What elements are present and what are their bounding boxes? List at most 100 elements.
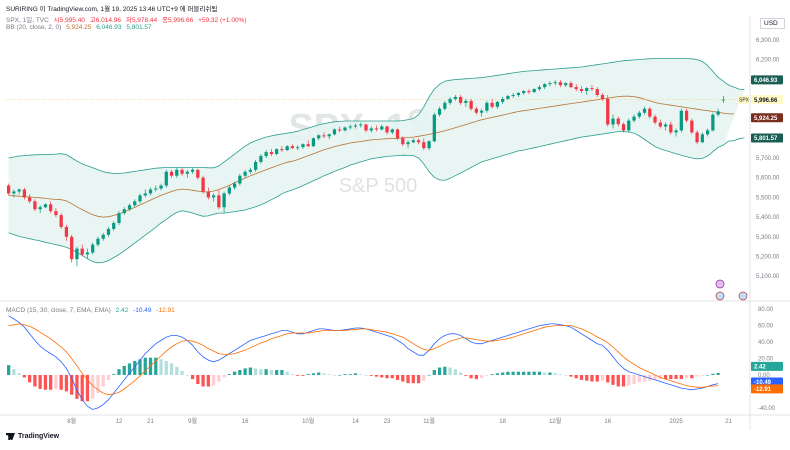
macd-histogram-bar	[374, 374, 379, 377]
candle-body	[469, 100, 473, 109]
macd-axis-tick: 60.00	[758, 324, 774, 330]
macd-histogram-bar	[679, 374, 683, 380]
candle-body	[553, 82, 557, 84]
candle-body	[511, 94, 515, 96]
tradingview-logo-icon	[6, 433, 15, 440]
candle-body	[64, 226, 69, 237]
candle-body	[401, 138, 405, 145]
candle-body	[485, 102, 489, 111]
bb-band-fill	[8, 58, 745, 263]
candle-body	[143, 193, 147, 196]
symbol-header: SPX, 1일, TVC 시5,995.40 고6,014.96 저5,978.…	[6, 14, 250, 24]
candle-body	[590, 88, 594, 90]
macd-histogram-bar	[527, 371, 531, 375]
macd-histogram-bar	[33, 374, 37, 387]
macd-histogram-bar	[206, 374, 210, 387]
candle-body	[33, 201, 37, 210]
candle-body	[642, 108, 647, 113]
candle-body	[443, 102, 447, 109]
bb-lower-value: 5,801.57	[126, 24, 152, 31]
macd-histogram-bar	[611, 374, 615, 385]
macd-histogram-bar	[485, 374, 489, 376]
macd-histogram-bar	[479, 374, 484, 379]
candle-body	[653, 116, 657, 123]
change-value: +59.32 (+1.00%)	[198, 17, 247, 24]
macd-histogram-bar	[49, 374, 53, 390]
macd-histogram-bar	[301, 374, 305, 376]
candle-body	[632, 116, 636, 121]
macd-histogram-bar	[96, 374, 100, 394]
macd-label[interactable]: MACD (15, 30, close, 7, EMA, EMA)	[6, 307, 111, 314]
candle-body	[416, 140, 421, 143]
spx-tag-bg	[738, 95, 750, 104]
candle-body	[690, 120, 694, 133]
candle-body	[280, 149, 284, 151]
macd-histogram-bar	[159, 359, 163, 375]
symbol-text[interactable]: SPX, 1일, TVC	[6, 17, 49, 24]
author-text: SURIRING 이 TradingView.com, 1월 19, 2025 …	[6, 6, 218, 13]
candle-body	[238, 175, 242, 184]
candle-body	[133, 201, 137, 206]
candle-body	[406, 142, 410, 145]
economic-event-icon	[715, 291, 725, 301]
macd-histogram-bar	[590, 374, 594, 382]
candle-body	[711, 114, 715, 131]
macd-histogram-bar	[327, 374, 331, 375]
spx-tag: SPX	[739, 98, 750, 104]
macd-histogram-bar	[632, 374, 636, 385]
price-axis-tick: 5,300.00	[756, 235, 780, 241]
price-axis-tick: 5,200.00	[756, 254, 780, 260]
candle-body	[548, 83, 552, 85]
tradingview-logo[interactable]: TradingView	[6, 433, 59, 440]
candle-body	[75, 248, 79, 260]
macd-histogram-bar	[627, 374, 631, 386]
macd-histogram-bar	[164, 360, 168, 375]
macd-histogram-bar	[458, 372, 463, 375]
macd-histogram-bar	[684, 374, 689, 379]
candle-body	[695, 132, 699, 143]
macd-histogram-bar	[75, 374, 79, 399]
bb-label[interactable]: BB (20, close, 2, 0)	[6, 24, 62, 31]
candle-body	[232, 183, 237, 188]
candle-body	[311, 138, 316, 147]
macd-histogram-bar	[437, 367, 442, 375]
candle-body	[28, 197, 32, 202]
time-axis-tick: 14	[352, 419, 359, 425]
bb-lower-badge: 5,801.57	[754, 136, 778, 142]
candle-body	[663, 124, 668, 127]
candle-body	[122, 209, 126, 214]
bb-header: BB (20, close, 2, 0) 5,924.25 6,046.93 5…	[6, 24, 155, 31]
macd-histogram-bar	[401, 374, 405, 382]
macd-histogram-bar	[106, 374, 111, 380]
candle-body	[201, 177, 205, 192]
candle-body	[22, 189, 27, 198]
macd-histogram-bar	[711, 373, 715, 375]
macd-histogram-bar	[537, 371, 542, 375]
macd-histogram-bar	[127, 363, 132, 375]
macd-histogram-bar	[422, 374, 426, 381]
bb-upper-line	[8, 58, 745, 174]
time-axis-tick: 21	[725, 419, 732, 425]
macd-line-value: -10.49	[133, 307, 152, 314]
macd-line-badge-bg	[751, 377, 783, 387]
macd-histogram-bar	[564, 374, 568, 376]
currency-button[interactable]: USD	[760, 18, 785, 29]
price-axis-tick: 5,600.00	[756, 176, 780, 182]
macd-histogram-bar	[175, 366, 179, 375]
macd-histogram-bar	[348, 374, 352, 375]
macd-histogram-bar	[506, 371, 510, 375]
candle-body	[70, 236, 74, 260]
macd-histogram-bar	[80, 374, 84, 402]
macd-histogram-bar	[595, 374, 599, 382]
macd-histogram-bar	[285, 371, 289, 375]
price-axis-tick: 6,300.00	[756, 38, 780, 44]
macd-histogram-bar	[359, 374, 363, 375]
macd-histogram-bar	[306, 374, 310, 375]
macd-histogram-bar	[600, 374, 605, 381]
candle-body	[248, 169, 253, 172]
macd-histogram-bar	[674, 374, 678, 380]
candle-body	[243, 171, 247, 176]
candle-body	[658, 122, 662, 127]
candle-body	[600, 94, 605, 99]
macd-histogram-bar	[211, 374, 216, 386]
